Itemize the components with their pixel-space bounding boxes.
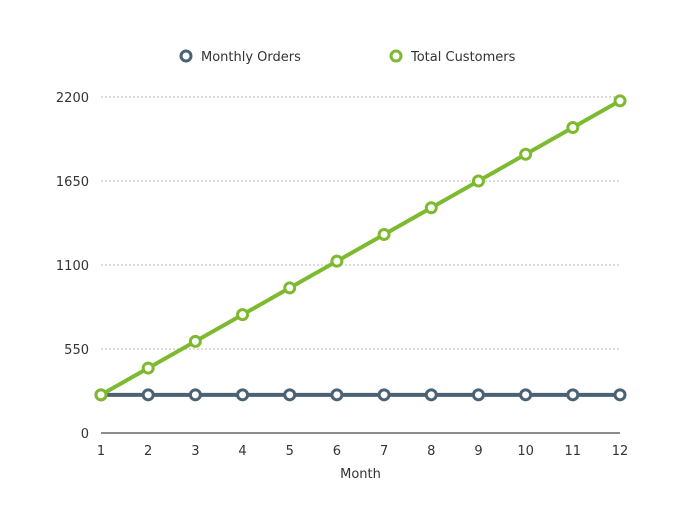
data-point [566, 388, 580, 402]
legend-label: Monthly Orders [201, 50, 301, 65]
x-tick-label: 4 [238, 444, 246, 459]
data-point [283, 388, 297, 402]
data-point [377, 388, 391, 402]
data-point [519, 388, 533, 402]
y-tick-label: 0 [81, 427, 89, 442]
data-point [471, 388, 485, 402]
y-tick-label: 2200 [56, 91, 89, 106]
x-tick-label: 12 [612, 444, 629, 459]
y-tick-label: 1100 [56, 259, 89, 274]
x-tick-label: 1 [97, 444, 105, 459]
x-tick-label: 11 [565, 444, 582, 459]
data-point [141, 388, 155, 402]
x-tick-label: 6 [333, 444, 341, 459]
data-point [424, 388, 438, 402]
series-line-1 [100, 99, 621, 397]
x-tick-label: 7 [380, 444, 388, 459]
x-tick-label: 3 [191, 444, 199, 459]
legend-marker [179, 49, 193, 63]
data-point [236, 388, 250, 402]
x-tick-label: 9 [474, 444, 482, 459]
data-point [330, 254, 344, 268]
x-tick-label: 10 [517, 444, 534, 459]
data-point [236, 308, 250, 322]
y-tick-label: 1650 [56, 175, 89, 190]
data-point [613, 388, 627, 402]
x-tick-label: 8 [427, 444, 435, 459]
data-point [471, 174, 485, 188]
data-point [94, 388, 108, 402]
y-tick-label: 550 [64, 343, 89, 358]
data-point [141, 361, 155, 375]
data-point [283, 281, 297, 295]
x-tick-label: 5 [286, 444, 294, 459]
legend-label: Total Customers [410, 50, 516, 65]
data-point [424, 201, 438, 215]
x-tick-label: 2 [144, 444, 152, 459]
legend-marker [389, 49, 403, 63]
data-point [330, 388, 344, 402]
data-point [519, 147, 533, 161]
data-point [566, 121, 580, 135]
data-point [188, 334, 202, 348]
data-point [188, 388, 202, 402]
data-point [377, 227, 391, 241]
data-point [613, 94, 627, 108]
x-axis-label: Month [340, 467, 381, 482]
